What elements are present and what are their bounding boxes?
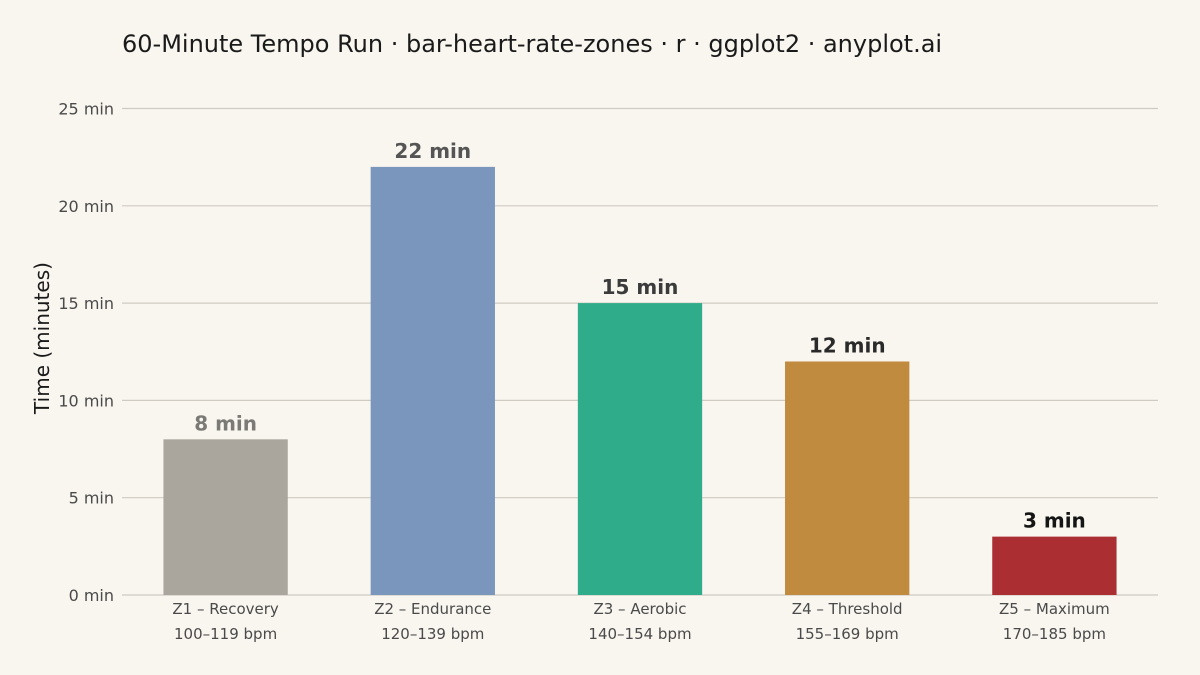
- x-tick-sublabel: 155–169 bpm: [796, 625, 899, 643]
- y-tick-label: 5 min: [69, 489, 114, 508]
- x-tick-label: Z3 – Aerobic: [593, 600, 686, 618]
- x-axis-ticks: Z1 – Recovery 100–119 bpm Z2 – Endurance 12…: [172, 600, 1109, 643]
- x-tick-sublabel: 100–119 bpm: [174, 625, 277, 643]
- bar: [992, 536, 1117, 595]
- bar: [785, 361, 910, 595]
- data-label: 12 min: [809, 333, 886, 357]
- data-label: 8 min: [194, 411, 257, 435]
- data-label: 3 min: [1023, 509, 1086, 533]
- x-tick-sublabel: 170–185 bpm: [1003, 625, 1106, 643]
- x-tick-label: Z1 – Recovery: [172, 600, 279, 618]
- x-tick-label: Z2 – Endurance: [374, 600, 491, 618]
- x-tick-label: Z5 – Maximum: [999, 600, 1110, 618]
- bar: [577, 303, 703, 595]
- x-tick-sublabel: 140–154 bpm: [588, 625, 691, 643]
- y-axis-ticks: 0 min 5 min 10 min 15 min 20 min 25 min: [58, 100, 114, 606]
- y-tick-label: 25 min: [58, 100, 114, 119]
- y-tick-label: 15 min: [58, 294, 114, 313]
- data-labels: 8 min 22 min 15 min 12 min 3 min: [194, 139, 1086, 533]
- data-label: 15 min: [602, 275, 679, 299]
- bars: [163, 166, 1117, 595]
- x-tick-label: Z4 – Threshold: [792, 600, 903, 618]
- y-axis-label: Time (minutes): [30, 262, 54, 415]
- y-tick-label: 0 min: [69, 586, 114, 605]
- bar: [163, 439, 288, 595]
- data-label: 22 min: [394, 139, 471, 163]
- y-tick-label: 10 min: [58, 391, 114, 410]
- x-tick-sublabel: 120–139 bpm: [381, 625, 484, 643]
- y-tick-label: 20 min: [58, 197, 114, 216]
- bar: [370, 166, 495, 595]
- chart-title: 60-Minute Tempo Run · bar-heart-rate-zon…: [122, 30, 942, 58]
